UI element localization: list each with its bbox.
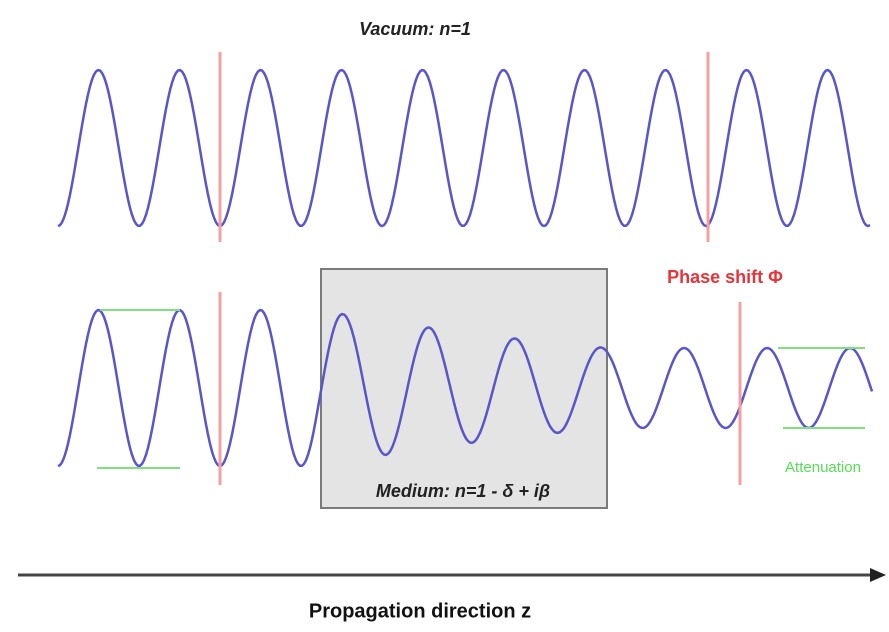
attenuation-label: Attenuation [785, 459, 861, 476]
phase-shift-label: Phase shift Φ [667, 267, 783, 287]
medium-label: Medium: n=1 - δ + iβ [376, 481, 550, 501]
vacuum-wave [57, 68, 871, 228]
axis-label: Propagation direction z [309, 600, 531, 622]
axis-arrow [870, 568, 886, 582]
medium-box [320, 268, 608, 509]
medium-wave [57, 308, 874, 468]
vacuum-label: Vacuum: n=1 [359, 19, 471, 39]
